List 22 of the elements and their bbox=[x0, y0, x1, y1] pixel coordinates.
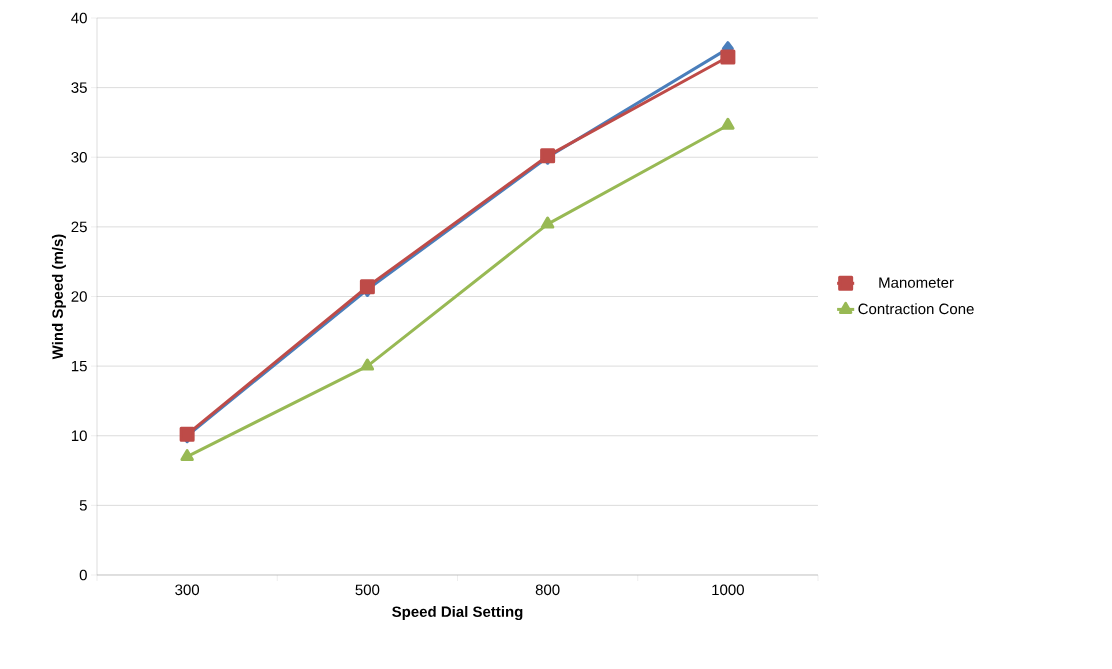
y-tick-label: 40 bbox=[71, 12, 87, 24]
y-tick-label: 10 bbox=[71, 430, 87, 442]
y-tick-label: 5 bbox=[79, 500, 87, 511]
legend-label: Contraction Cone bbox=[858, 303, 974, 315]
point bbox=[721, 117, 735, 130]
y-tick-label: 0 bbox=[79, 569, 87, 581]
point bbox=[180, 449, 194, 462]
x-tick-label: 800 bbox=[535, 584, 560, 596]
y-tick-label: 30 bbox=[71, 151, 87, 163]
legend-label: Manometer bbox=[879, 277, 954, 288]
x-tick-label: 1000 bbox=[712, 584, 744, 596]
y-tick-label: 20 bbox=[71, 291, 87, 302]
point bbox=[720, 49, 736, 65]
x-axis-title: Speed Dial Setting bbox=[392, 606, 523, 621]
point bbox=[540, 216, 555, 229]
y-axis-title: Wind Speed (m/s) bbox=[51, 234, 66, 360]
x-tick-label: 300 bbox=[175, 584, 200, 596]
y-tick-label: 25 bbox=[71, 221, 87, 233]
point bbox=[360, 358, 375, 371]
y-tick-label: 35 bbox=[71, 82, 87, 93]
y-tick-label: 15 bbox=[71, 360, 87, 372]
x-tick-label: 500 bbox=[355, 584, 380, 596]
